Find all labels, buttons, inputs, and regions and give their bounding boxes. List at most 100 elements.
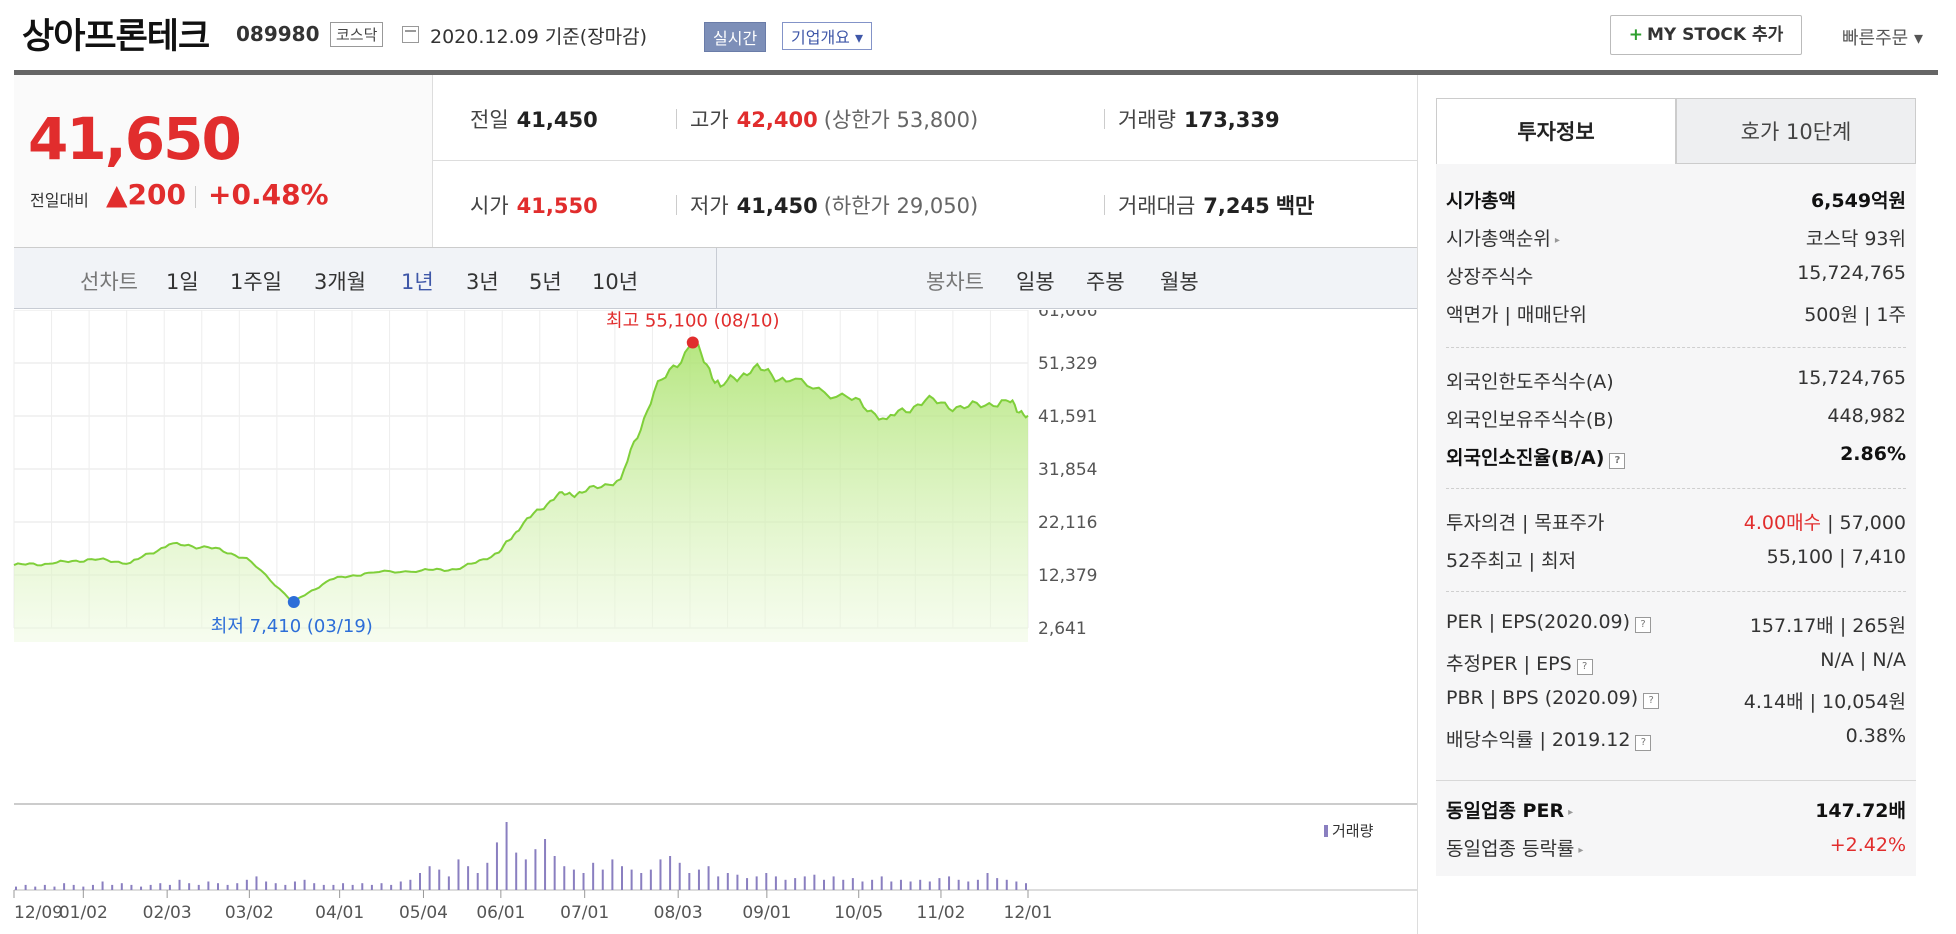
max-point	[686, 336, 699, 349]
arrow-right-icon[interactable]: ▸	[1554, 235, 1560, 246]
volume-bar	[515, 852, 518, 890]
volume-bar	[957, 879, 960, 890]
divider	[1104, 109, 1105, 129]
current-price: 41,650	[28, 105, 242, 173]
y-tick-label: 31,854	[1038, 460, 1097, 480]
info-row: 상장주식수 15,724,765	[1446, 262, 1906, 292]
volume-legend: 거래량	[1324, 820, 1373, 841]
help-icon[interactable]: ?	[1643, 693, 1660, 709]
price-change-percent: +0.48%	[208, 178, 329, 211]
volume-bar	[82, 886, 85, 890]
volume-bar	[1025, 883, 1027, 890]
volume-bar	[111, 884, 114, 890]
x-tick-label: 01/02	[59, 903, 108, 923]
y-tick-label: 12,379	[1038, 566, 1097, 586]
tab-3y[interactable]: 3년	[466, 270, 499, 294]
info-row: 동일업종 PER ▸ 147.72배	[1446, 796, 1906, 826]
volume-bar	[1015, 881, 1018, 890]
volume-bar	[649, 869, 652, 890]
divider	[195, 186, 196, 208]
volume-bar	[986, 873, 989, 890]
tab-5y[interactable]: 5년	[529, 270, 562, 294]
volume-bar	[370, 884, 373, 890]
info-label: 시가총액순위	[1446, 228, 1551, 250]
volume-bar	[976, 879, 979, 890]
stock-code: 089980	[236, 22, 320, 46]
tab-3m[interactable]: 3개월	[314, 270, 367, 294]
help-icon[interactable]: ?	[1609, 453, 1626, 469]
info-row: 외국인보유주식수(B) 448,982	[1446, 405, 1906, 435]
volume-bar	[255, 876, 258, 890]
y-tick-label: 51,329	[1038, 354, 1097, 374]
volume-bar	[284, 884, 287, 890]
volume-bar	[390, 884, 393, 890]
help-icon[interactable]: ?	[1635, 735, 1652, 751]
volume-bar	[419, 873, 421, 890]
stats-panel	[432, 75, 1417, 248]
volume-bar	[919, 879, 922, 890]
volume-bar	[457, 859, 460, 890]
quick-order-dropdown[interactable]: 빠른주문 ▾	[1842, 28, 1923, 49]
info-row: 외국인소진율(B/A)? 2.86%	[1446, 443, 1906, 473]
x-tick-label: 06/01	[476, 903, 525, 923]
tab-daily[interactable]: 일봉	[1016, 270, 1055, 294]
info-label: 시가총액	[1446, 190, 1516, 212]
volume-bar	[178, 879, 181, 890]
arrow-right-icon[interactable]: ▸	[1578, 845, 1584, 856]
panel-divider	[1417, 75, 1418, 934]
divider	[676, 195, 677, 215]
company-info-dropdown[interactable]: 기업개요 ▾	[782, 22, 872, 50]
volume-bar	[813, 874, 816, 890]
volume-bar	[428, 866, 431, 890]
volume-bar	[707, 866, 710, 890]
add-mystock-button[interactable]: + MY STOCK 추가	[1610, 15, 1802, 55]
volume-bar	[15, 886, 17, 890]
investment-opinion: 4.00매수	[1743, 512, 1822, 534]
volume-bar	[803, 876, 806, 890]
info-label: 동일업종 등락률	[1446, 838, 1575, 860]
volume-bar	[697, 869, 700, 890]
info-value: 2.86%	[1840, 443, 1906, 465]
row-divider	[1446, 591, 1906, 592]
volume-bar	[640, 873, 643, 890]
info-row: PBR | BPS (2020.09)? 4.14배 | 10,054원	[1446, 687, 1906, 717]
volume-bar	[476, 873, 479, 890]
calendar-icon	[402, 26, 419, 43]
tab-weekly[interactable]: 주봉	[1086, 270, 1125, 294]
x-tick-label: 12/09	[14, 903, 63, 923]
volume-bar	[871, 879, 874, 890]
info-row: 액면가 | 매매단위 500원 | 1주	[1446, 300, 1906, 330]
stats-divider	[432, 160, 1417, 161]
volume-bar	[678, 862, 681, 890]
tab-monthly[interactable]: 월봉	[1160, 270, 1199, 294]
realtime-button[interactable]: 실시간	[704, 22, 767, 52]
volume-bar	[332, 884, 335, 890]
tab-orderbook-10[interactable]: 호가 10단계	[1676, 98, 1916, 164]
info-row: 시가총액 6,549억원	[1446, 186, 1906, 216]
help-icon[interactable]: ?	[1576, 659, 1593, 675]
info-value: 0.38%	[1845, 725, 1906, 747]
volume-bar	[948, 876, 951, 890]
tab-1d[interactable]: 1일	[166, 270, 199, 294]
info-value: N/A | N/A	[1820, 649, 1906, 671]
volume-bar	[563, 866, 566, 890]
info-label: 투자의견 | 목표주가	[1446, 512, 1605, 534]
volume-bar	[928, 881, 931, 890]
arrow-right-icon[interactable]: ▸	[1568, 807, 1574, 818]
tab-1y[interactable]: 1년	[401, 270, 434, 294]
line-chart-label: 선차트	[80, 270, 138, 294]
tab-10y[interactable]: 10년	[592, 270, 639, 294]
tab-investment-info[interactable]: 투자정보	[1436, 98, 1676, 164]
x-tick-label: 04/01	[315, 903, 364, 923]
tab-1w[interactable]: 1주일	[230, 270, 283, 294]
x-tick-label: 11/02	[916, 903, 965, 923]
volume-bar	[467, 866, 470, 890]
info-label: 52주최고 | 최저	[1446, 550, 1577, 572]
x-tick-label: 05/04	[399, 903, 448, 923]
help-icon[interactable]: ?	[1635, 617, 1652, 633]
info-value: 코스닥 93위	[1805, 228, 1906, 250]
stat-low: 저가 41,450 (하한가 29,050)	[690, 194, 979, 218]
volume-bar	[63, 883, 66, 890]
volume-bar	[890, 881, 893, 890]
info-value: 55,100 | 7,410	[1766, 546, 1906, 568]
